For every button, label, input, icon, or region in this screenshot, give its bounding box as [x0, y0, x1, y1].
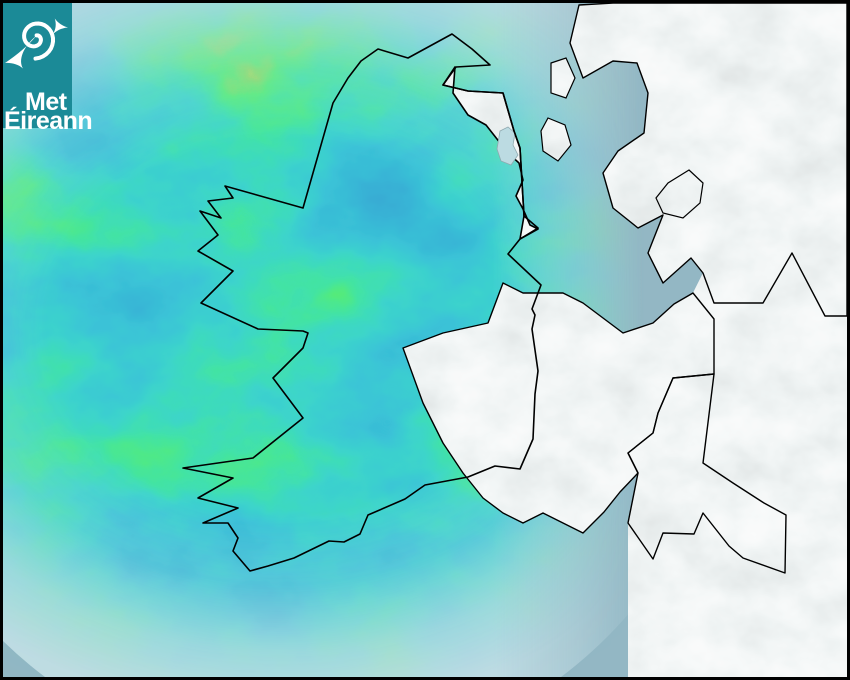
svg-text:Éireann: Éireann: [4, 106, 92, 135]
